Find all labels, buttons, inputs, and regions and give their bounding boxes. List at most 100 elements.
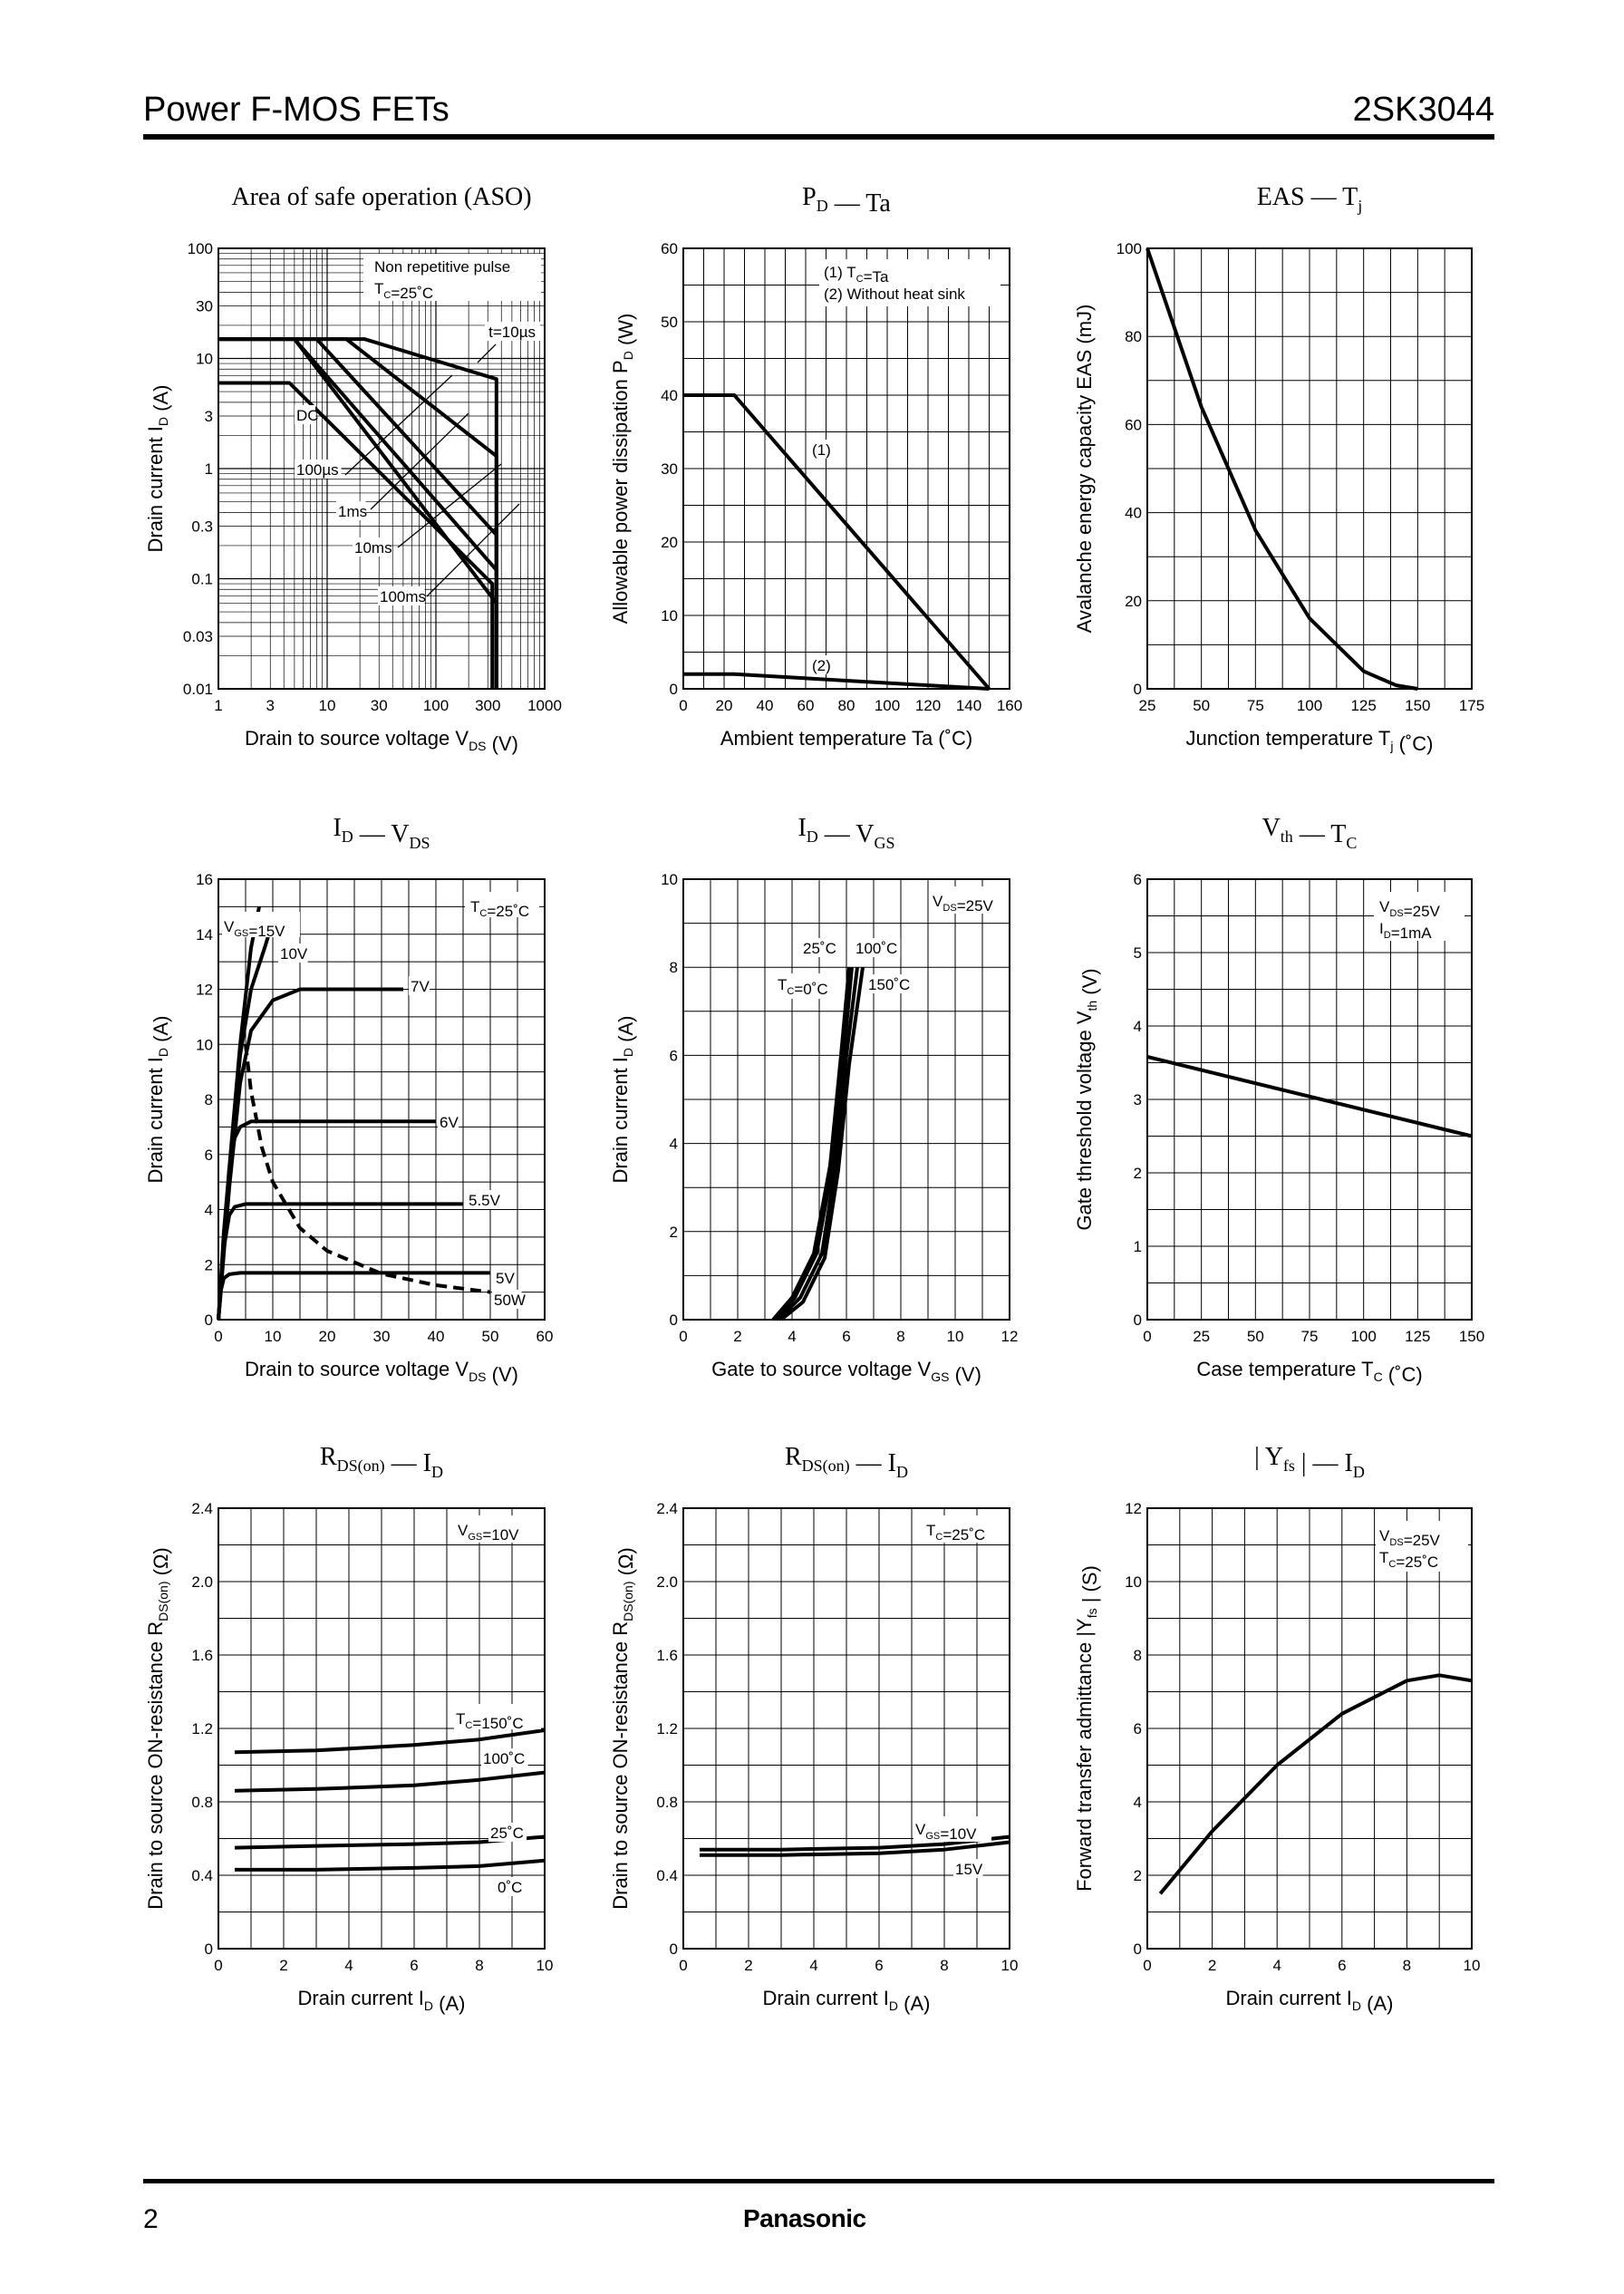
annotation-bg [488,1823,527,1842]
x-tick-label: 100 [1297,697,1322,714]
y-axis-label: Allowable power dissipation PD (W) [609,314,637,624]
x-tick-label: 6 [875,1957,883,1974]
x-axis-label-part: Gate to source voltage V [711,1358,931,1380]
data-label: 0˚C [498,1879,522,1896]
x-axis-label-part: DS [469,739,486,753]
annotation-bg [914,1816,991,1842]
annotation-bg [481,1748,528,1767]
y-tick-label: 2 [205,1256,213,1273]
title-sub: DS(on) [802,1457,850,1476]
y-tick-label: 40 [1125,505,1142,522]
annotation: VGS=15V [224,918,285,940]
x-tick-label: 140 [956,697,981,714]
chart-frame [1146,247,1473,690]
annotation-part: V [224,918,235,935]
y-tick-label: 0 [205,1941,213,1958]
title-part: | — I [1295,1449,1353,1477]
y-tick-label: 0.1 [191,571,213,588]
y-tick-label: 1.6 [191,1647,213,1664]
y-axis-label-text: Drain current ID (A) [609,1016,637,1184]
data-label: DC [296,407,319,424]
x-tick-label: 0 [679,1328,687,1345]
series-15V [700,1840,1010,1857]
data-label: 100˚C [483,1750,525,1767]
chart-grid [218,1508,545,1949]
x-tick-label: 8 [475,1957,483,1974]
y-tick-label: 10 [661,871,678,888]
annotation: VGS=10V [915,1821,977,1843]
y-axis-label: Gate threshold voltage Vth (V) [1073,968,1101,1230]
leader-line [397,463,502,548]
title-part: — Ta [828,189,892,218]
y-tick-label: 6 [205,1147,213,1164]
y-axis-label-part: D [621,351,635,360]
x-tick-label: 60 [536,1328,554,1345]
y-tick-label: 0.8 [656,1794,678,1811]
y-tick-label: 0.4 [656,1867,678,1884]
annotation: ID=1mA [1379,920,1432,942]
y-tick-label: 2.0 [656,1573,678,1591]
series-25C [774,967,854,1321]
x-tick-label: 50 [482,1328,499,1345]
x-tick-label: 12 [1001,1328,1019,1345]
chart-frame [218,247,546,690]
title-part: I [798,814,806,842]
annotation-part: T [778,976,787,993]
x-tick-label: 4 [344,1957,353,1974]
title-part: EAS — T [1257,183,1358,211]
y-tick-label: 1.2 [656,1720,678,1737]
x-tick-label: 175 [1459,697,1484,714]
annotation-part: C [856,274,864,285]
annotation-part: C [787,986,794,997]
annotation-bg [776,973,845,999]
annotation-bg [409,976,430,995]
x-axis-label: Gate to source voltage VGS (V) [711,1358,981,1386]
data-label: 6V [440,1114,459,1131]
annotation: TC=25˚C [926,1522,985,1544]
page-header-title: Power F-MOS FETs [143,91,450,129]
y-tick-label: 2.4 [191,1500,213,1517]
y-tick-label: 6 [670,1047,678,1064]
annotation-bg [1376,1521,1468,1572]
x-tick-label: 2 [733,1328,741,1345]
annotation-part: DS [1389,1537,1403,1548]
x-tick-label: 50 [1193,697,1210,714]
y-tick-label: 0.03 [183,628,213,645]
annotation-part: D [1384,930,1391,941]
annotation-bg [953,1859,983,1878]
x-tick-label: 20 [716,697,733,714]
y-tick-label: 0.8 [191,1794,213,1811]
x-tick-label: 6 [1338,1957,1346,1974]
y-axis-label-part: Avalanche energy capacity EAS (mJ) [1073,305,1096,634]
title-sub: D [896,1463,908,1481]
annotation: (1) TC=Ta [824,264,889,286]
header-rule [143,134,1494,140]
title-sub: D [817,197,828,215]
series-6V [217,1119,436,1321]
x-tick-label: 8 [1403,1957,1411,1974]
x-tick-label: 100 [875,697,900,714]
annotation-part: =15V [248,923,285,940]
series-1 [683,393,991,691]
title-part: P [802,183,817,211]
chart-grid [683,248,1010,689]
annotation-bg [1374,892,1464,941]
x-tick-label: 8 [896,1328,904,1345]
annotation-part: GS [925,1831,940,1842]
y-tick-label: 2 [1134,1867,1142,1884]
page-header-part-number: 2SK3044 [1352,91,1494,129]
x-tick-label: 150 [1405,697,1430,714]
x-tick-label: 1000 [527,697,562,714]
x-tick-label: 100 [1350,1328,1376,1345]
x-axis-label-part: (˚C) [1393,732,1433,755]
annotation-part: V [933,893,943,910]
x-tick-label: 75 [1301,1328,1319,1345]
title-part: — I [850,1449,896,1477]
x-tick-label: 0 [214,1328,222,1345]
x-tick-label: 8 [940,1957,948,1974]
y-tick-label: 8 [1134,1647,1142,1664]
x-tick-label: 60 [798,697,815,714]
annotation: VDS=25V [1379,1527,1441,1549]
